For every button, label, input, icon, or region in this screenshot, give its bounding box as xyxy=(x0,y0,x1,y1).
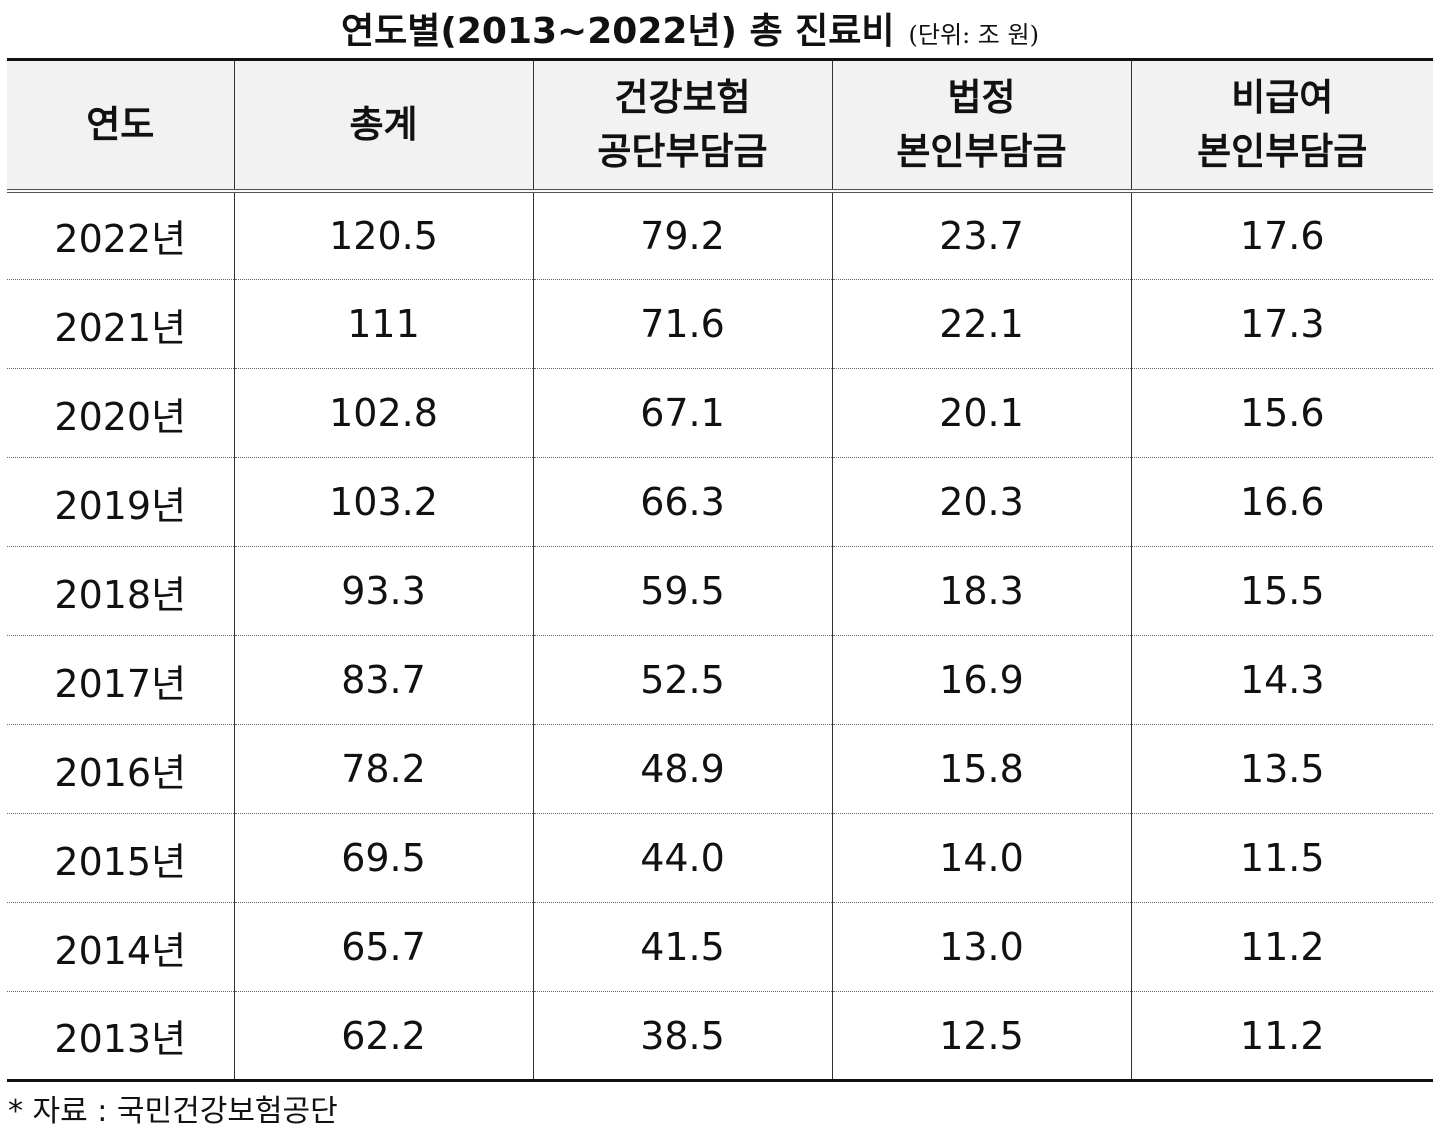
value-cell: 11.5 xyxy=(1130,813,1433,903)
value-cell: 41.5 xyxy=(532,902,832,992)
header-cell: 연도 xyxy=(7,60,234,191)
table-row: 2018년 93.3 59.5 18.3 15.5 xyxy=(7,546,1433,636)
value-cell: 17.6 xyxy=(1130,190,1433,280)
source-note: * 자료 : 국민건강보험공단 xyxy=(8,1094,338,1129)
year-cell: 2017년 xyxy=(54,661,187,706)
header-line: 연도 xyxy=(86,102,155,146)
value-cell: 15.5 xyxy=(1130,546,1433,636)
header-line: 공단부담금 xyxy=(597,129,768,173)
value-cell: 22.1 xyxy=(831,279,1131,369)
header-row: 연도 총계 건강보험 공단부담금 법정 본인부담금 비급여 본인부담금 xyxy=(7,59,1433,191)
value-cell: 66.3 xyxy=(532,457,832,547)
value-cell: 14.3 xyxy=(1130,635,1433,725)
year-cell: 2022년 xyxy=(54,217,187,262)
value-cell: 67.1 xyxy=(532,368,832,458)
table-row: 2013년 62.2 38.5 12.5 11.2 xyxy=(7,991,1433,1081)
value-cell: 15.8 xyxy=(831,724,1131,814)
value-cell: 83.7 xyxy=(233,635,533,725)
value-cell: 69.5 xyxy=(233,813,533,903)
year-cell: 2019년 xyxy=(54,483,187,528)
value-cell: 62.2 xyxy=(233,991,533,1081)
title-block: 연도별(2013~2022년) 총 진료비 (단위: 조 원) xyxy=(0,2,1380,54)
value-cell: 14.0 xyxy=(831,813,1131,903)
table-row: 2015년 69.5 44.0 14.0 11.5 xyxy=(7,813,1433,903)
value-cell: 78.2 xyxy=(233,724,533,814)
value-cell: 59.5 xyxy=(532,546,832,636)
table-row: 2019년 103.2 66.3 20.3 16.6 xyxy=(7,457,1433,547)
value-cell: 48.9 xyxy=(532,724,832,814)
value-cell: 16.6 xyxy=(1130,457,1433,547)
year-cell: 2013년 xyxy=(54,1017,187,1061)
table-row: 2020년 102.8 67.1 20.1 15.6 xyxy=(7,368,1433,458)
value-cell: 52.5 xyxy=(532,635,832,725)
value-cell: 102.8 xyxy=(233,368,533,458)
header-line: 본인부담금 xyxy=(1197,129,1368,173)
value-cell: 12.5 xyxy=(831,991,1131,1081)
table-row: 2014년 65.7 41.5 13.0 11.2 xyxy=(7,902,1433,992)
table-header: 연도 총계 건강보험 공단부담금 법정 본인부담금 비급여 본인부담금 xyxy=(7,59,1433,191)
year-cell: 2016년 xyxy=(54,750,187,795)
table-row: 2016년 78.2 48.9 15.8 13.5 xyxy=(7,724,1433,814)
value-cell: 13.0 xyxy=(831,902,1131,992)
value-cell: 11.2 xyxy=(1130,902,1433,992)
value-cell: 93.3 xyxy=(233,546,533,636)
value-cell: 103.2 xyxy=(233,457,533,547)
header-cell: 총계 xyxy=(233,59,533,191)
value-cell: 20.3 xyxy=(831,457,1131,547)
value-cell: 23.7 xyxy=(831,190,1131,280)
value-cell: 65.7 xyxy=(233,902,533,992)
title: 연도별(2013~2022년) 총 진료비 xyxy=(341,11,895,52)
value-cell: 111 xyxy=(233,279,533,369)
table-row: 2021년 111 71.6 22.1 17.3 xyxy=(7,279,1433,369)
value-cell: 44.0 xyxy=(532,813,832,903)
value-cell: 20.1 xyxy=(831,368,1131,458)
header-line: 본인부담금 xyxy=(896,129,1067,173)
value-cell: 15.6 xyxy=(1130,368,1433,458)
table-row: 2017년 83.7 52.5 16.9 14.3 xyxy=(7,635,1433,725)
value-cell: 16.9 xyxy=(831,635,1131,725)
header-line: 총계 xyxy=(349,102,418,146)
header-line: 비급여 xyxy=(1231,75,1334,119)
data-table: 연도 총계 건강보험 공단부담금 법정 본인부담금 비급여 본인부담금 2022년 120.5 7… xyxy=(7,58,1433,1082)
table-body: 2022년 120.5 79.2 23.7 17.6 2021년 111 71.6 22.1 17… xyxy=(7,190,1433,1081)
year-cell: 2014년 xyxy=(54,928,187,973)
value-cell: 79.2 xyxy=(532,190,832,280)
year-cell: 2018년 xyxy=(54,572,187,617)
year-cell: 2021년 xyxy=(54,305,187,350)
unit: (단위: 조 원) xyxy=(908,21,1039,49)
value-cell: 13.5 xyxy=(1130,724,1433,814)
value-cell: 17.3 xyxy=(1130,279,1433,369)
value-cell: 38.5 xyxy=(532,991,832,1081)
year-cell: 2015년 xyxy=(54,839,187,884)
table-row: 2022년 120.5 79.2 23.7 17.6 xyxy=(7,190,1433,280)
year-cell: 2020년 xyxy=(54,394,187,439)
value-cell: 71.6 xyxy=(532,279,832,369)
value-cell: 120.5 xyxy=(233,190,533,280)
header-line: 법정 xyxy=(947,75,1016,119)
value-cell: 11.2 xyxy=(1130,991,1433,1081)
value-cell: 18.3 xyxy=(831,546,1131,636)
header-line: 건강보험 xyxy=(614,75,751,119)
